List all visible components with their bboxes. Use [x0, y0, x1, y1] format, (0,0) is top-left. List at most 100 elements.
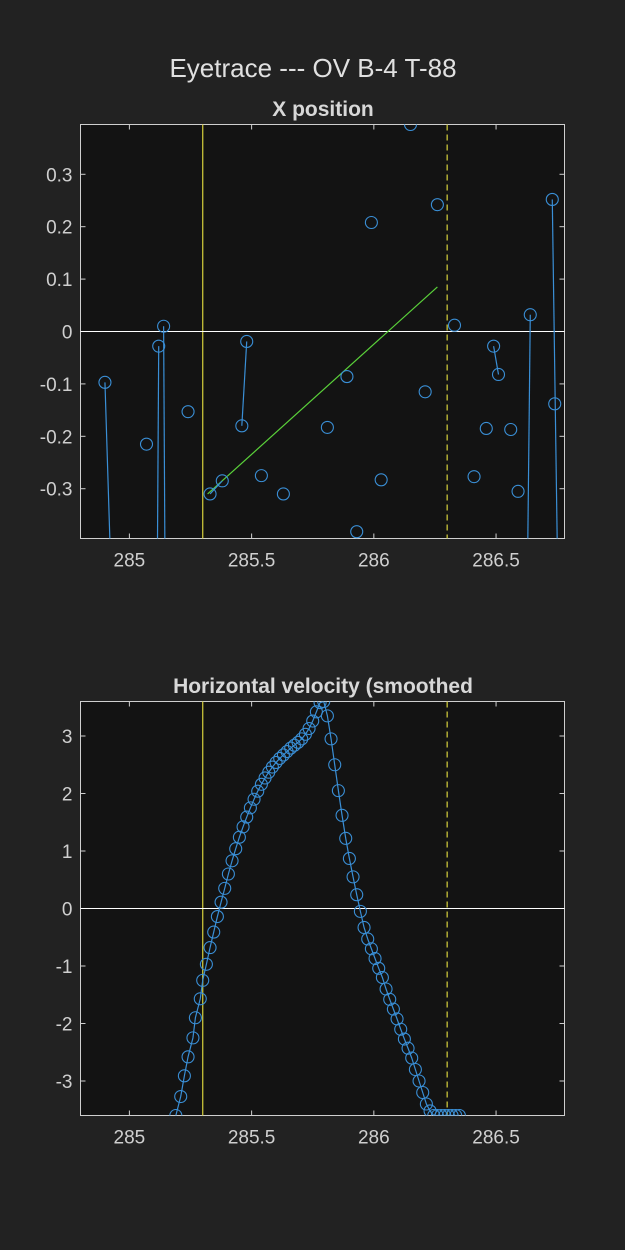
data-point	[401, 1041, 415, 1055]
data-point	[434, 1108, 448, 1116]
data-point	[203, 941, 217, 955]
data-point	[177, 1069, 191, 1083]
data-point	[403, 124, 418, 132]
series-line	[527, 314, 531, 539]
data-point	[214, 895, 228, 909]
y-tick-label: 1	[62, 842, 73, 863]
x-tick-label: 286	[358, 1128, 390, 1149]
series-line	[493, 346, 500, 375]
data-point	[302, 721, 316, 736]
data-point	[203, 487, 217, 501]
series-line	[163, 326, 166, 539]
data-point	[254, 777, 268, 791]
data-point	[139, 437, 154, 451]
series-line	[156, 346, 160, 539]
series-line	[551, 199, 558, 539]
data-point	[467, 470, 481, 484]
data-point	[225, 854, 239, 868]
x-tick-label: 285	[114, 551, 146, 572]
x-tick-label: 285	[114, 1128, 146, 1149]
data-point	[441, 1108, 455, 1116]
data-point	[405, 1051, 419, 1065]
data-point	[350, 888, 364, 902]
figure-title: Eyetrace --- OV B-4 T-88	[169, 53, 456, 83]
velocity-markers	[169, 701, 466, 1116]
data-point	[295, 732, 309, 746]
x-position-panel: X position 285 285.5 286 286.5 -0.3 -0.2 -0.1 0…	[40, 98, 565, 572]
data-point	[98, 375, 112, 389]
data-point	[235, 419, 249, 433]
data-point	[504, 422, 518, 437]
data-point	[276, 748, 290, 762]
data-point	[346, 870, 360, 884]
y-tick-label: 0	[62, 323, 73, 344]
data-point	[350, 525, 364, 539]
data-point	[438, 1108, 452, 1116]
data-point	[386, 1002, 400, 1016]
x-tick-label: 286	[358, 551, 390, 572]
data-point	[452, 1108, 466, 1116]
data-point	[210, 909, 224, 924]
x-position-fit-line	[207, 286, 438, 495]
data-point	[221, 867, 235, 881]
data-point	[269, 755, 283, 770]
data-point	[240, 334, 254, 349]
data-point	[511, 484, 525, 498]
x-tick-label: 286.5	[472, 551, 520, 572]
data-point	[412, 1074, 426, 1088]
data-point	[320, 709, 334, 723]
series-line	[241, 341, 248, 426]
data-point	[449, 1108, 463, 1116]
data-point	[199, 957, 213, 971]
data-point	[383, 992, 397, 1006]
x-position-ticks: 285 285.5 286 286.5 -0.3 -0.2 -0.1 0 0.1 0.2 0.3	[40, 124, 565, 572]
data-point	[152, 339, 166, 353]
data-point	[491, 367, 506, 382]
data-point	[408, 1062, 422, 1077]
x-tick-label: 285.5	[228, 551, 276, 572]
y-tick-label: 0	[62, 900, 73, 921]
data-point	[193, 992, 207, 1006]
series-line	[104, 382, 111, 539]
data-point	[419, 1097, 433, 1111]
data-point	[215, 474, 229, 488]
data-point	[188, 1011, 202, 1025]
velocity-title: Horizontal velocity (smoothed	[173, 675, 473, 698]
data-point	[339, 831, 353, 845]
data-point	[181, 1050, 195, 1064]
data-point	[548, 397, 562, 411]
y-tick-label: 0.3	[46, 165, 72, 186]
y-tick-label: 0.2	[46, 218, 72, 239]
data-point	[340, 370, 354, 384]
x-tick-label: 286.5	[472, 1128, 520, 1149]
fit-line	[207, 286, 438, 495]
data-point	[374, 473, 388, 487]
data-point	[320, 420, 334, 434]
data-point	[430, 1108, 444, 1116]
data-point	[375, 970, 389, 985]
y-tick-label: -1	[56, 957, 73, 978]
data-point	[342, 851, 356, 866]
data-point	[236, 820, 250, 834]
data-point	[364, 942, 378, 956]
data-point	[317, 701, 331, 709]
data-point	[174, 1089, 188, 1104]
series-line	[175, 701, 460, 1116]
y-tick-label: -0.1	[40, 375, 73, 396]
x-position-title: X position	[272, 98, 374, 121]
data-point	[447, 318, 462, 332]
data-point	[353, 904, 367, 918]
data-point	[427, 1108, 441, 1116]
data-point	[372, 961, 386, 975]
data-point	[243, 801, 257, 815]
data-point	[430, 198, 444, 212]
velocity-panel: Horizontal velocity (smoothed 285 285.5 28…	[56, 675, 565, 1149]
data-point	[181, 405, 195, 419]
data-point	[335, 808, 349, 822]
data-point	[368, 951, 382, 966]
data-point	[545, 192, 559, 206]
y-tick-label: -0.2	[40, 427, 73, 448]
x-position-markers	[98, 124, 562, 539]
data-point	[479, 421, 493, 435]
data-point	[397, 1032, 411, 1046]
